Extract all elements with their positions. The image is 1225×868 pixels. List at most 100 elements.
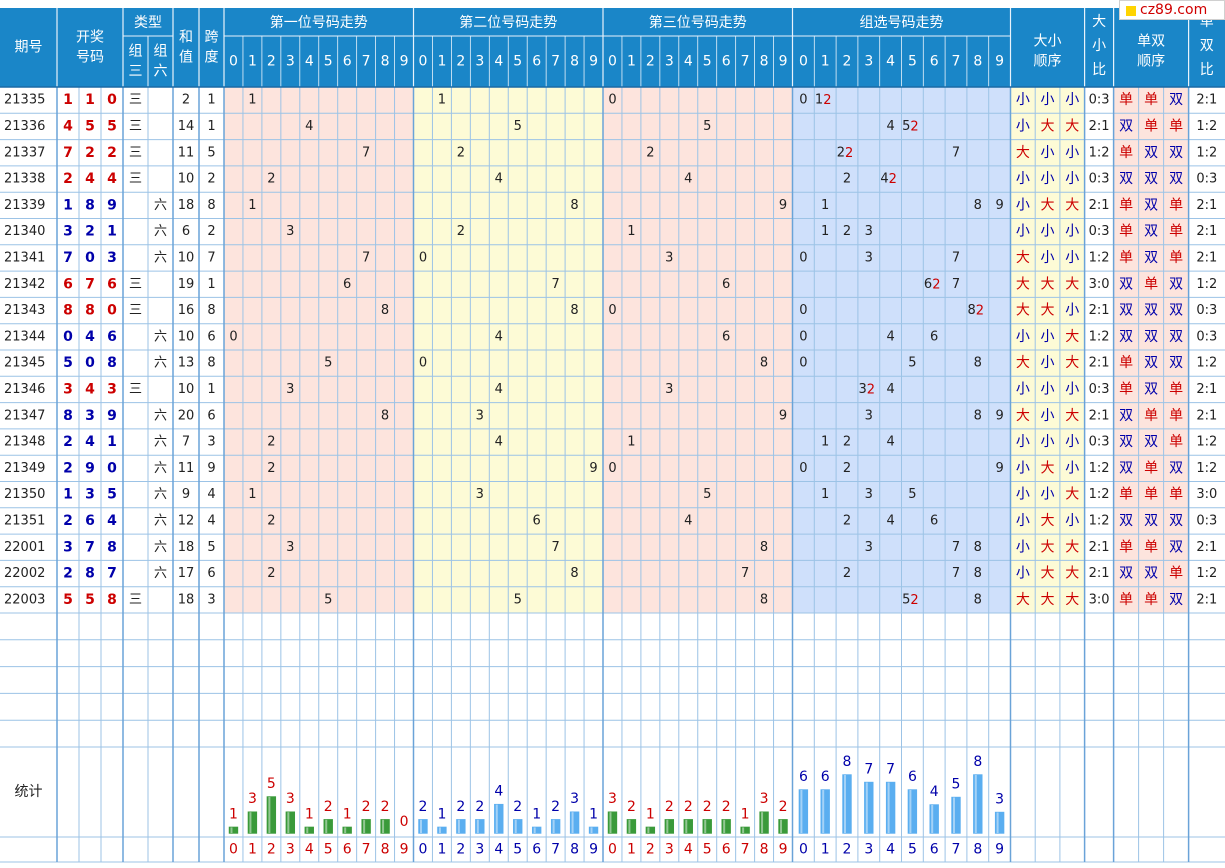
row-pos1-mark: 0: [229, 329, 237, 344]
row-size-ratio: 2:1: [1089, 408, 1110, 423]
header-period: 期号: [15, 40, 43, 56]
row-size: 小: [1065, 513, 1079, 529]
row-parity: 双: [1144, 513, 1158, 529]
site-logo[interactable]: cz89.com: [1119, 0, 1225, 20]
header-pos1-digit: 3: [286, 54, 295, 70]
stats-pos3-value: 3: [760, 791, 769, 807]
row-size: 小: [1065, 92, 1079, 108]
row-size: 小: [1065, 381, 1079, 397]
row-size: 大: [1016, 250, 1030, 266]
stats-pos3-bar-shine: [780, 819, 783, 833]
footer-digit: 4: [684, 842, 693, 858]
row-pos2-mark: 4: [495, 435, 503, 450]
row-group-mark: 22: [837, 145, 854, 160]
row-group-mark: 4: [886, 513, 894, 528]
row-group-mark: 9: [995, 198, 1003, 213]
row-parity-ratio: 2:1: [1196, 408, 1217, 423]
row-size: 小: [1016, 224, 1030, 240]
footer-digit: 1: [437, 842, 446, 858]
header-size-ratio-2: 小: [1092, 38, 1106, 54]
row-size: 大: [1041, 303, 1055, 319]
stats-group-bar-shine: [800, 790, 803, 833]
row-pos2-mark: 1: [438, 93, 446, 108]
row-parity-ratio: 2:1: [1196, 93, 1217, 108]
footer-digit: 0: [419, 842, 428, 858]
row-size: 小: [1016, 566, 1030, 582]
footer-digit: 3: [475, 842, 484, 858]
header-span-l2: 度: [205, 50, 219, 66]
stats-pos1-bar-shine: [363, 819, 366, 833]
header-pos1-digit: 5: [324, 54, 333, 70]
row-period: 21339: [4, 198, 45, 213]
stats-pos1-bar: [303, 826, 315, 835]
row-size-ratio: 1:2: [1089, 145, 1110, 160]
row-pos3-mark: 5: [703, 487, 711, 502]
row-type: 六: [154, 461, 167, 476]
stats-group-bar-shine: [822, 790, 825, 833]
footer-digit: 6: [722, 842, 731, 858]
header-group-digit: 3: [864, 54, 873, 70]
row-size: 小: [1065, 145, 1079, 161]
row-type: 六: [154, 540, 167, 555]
row-type: 六: [154, 513, 167, 528]
row-size-ratio: 2:1: [1089, 303, 1110, 318]
row-group-mark: 9: [995, 461, 1003, 476]
row-size-ratio: 0:3: [1089, 382, 1110, 397]
stats-group-bar-shine: [974, 775, 977, 833]
stats-pos3-bar-shine: [628, 819, 631, 833]
row-parity-ratio: 1:2: [1196, 566, 1217, 581]
row-period: 21343: [4, 303, 45, 318]
footer-digit: 3: [864, 842, 873, 858]
header-pos2-digit: 9: [589, 54, 598, 70]
row-group-repeat-count: 2: [845, 145, 853, 160]
row-parity: 双: [1144, 145, 1158, 161]
row-parity: 双: [1119, 434, 1133, 450]
row-draw-digit: 2: [63, 566, 73, 582]
row-parity: 单: [1119, 197, 1133, 213]
row-parity: 双: [1169, 171, 1183, 187]
row-span: 6: [207, 329, 215, 344]
stats-pos1-bar: [322, 818, 334, 835]
row-parity: 单: [1169, 250, 1183, 266]
stats-group-value: 8: [973, 754, 982, 770]
stats-pos1-value: 2: [324, 799, 333, 815]
footer-digit: 7: [952, 842, 961, 858]
footer-digit: 9: [400, 842, 409, 858]
header-pos2-digit: 6: [532, 54, 541, 70]
row-size: 大: [1065, 592, 1079, 608]
row-group-repeat-count: 2: [910, 119, 918, 134]
row-pos2-mark: 7: [551, 540, 559, 555]
stats-pos1-value: 1: [305, 806, 314, 822]
row-pos2-mark: 5: [514, 592, 522, 607]
row-period: 21351: [4, 513, 45, 528]
row-group-mark: 7: [952, 145, 960, 160]
row-period: 21350: [4, 487, 45, 502]
row-sum: 13: [178, 356, 195, 371]
row-type: 六: [154, 487, 167, 502]
stats-pos2-value: 1: [532, 806, 541, 822]
row-draw-digit: 7: [85, 539, 95, 555]
row-span: 8: [207, 198, 215, 213]
row-parity: 单: [1144, 92, 1158, 108]
row-draw-digit: 8: [85, 303, 95, 319]
row-group-mark: 82: [968, 303, 985, 318]
row-parity-ratio: 0:3: [1196, 329, 1217, 344]
row-span: 6: [207, 408, 215, 423]
row-parity: 单: [1119, 381, 1133, 397]
row-parity: 单: [1144, 539, 1158, 555]
row-group-mark: 1: [821, 487, 829, 502]
row-period: 22002: [4, 566, 45, 581]
row-pos1-mark: 5: [324, 592, 332, 607]
stats-pos2-value: 2: [419, 799, 428, 815]
row-sum: 18: [178, 592, 195, 607]
row-parity: 双: [1169, 592, 1183, 608]
stats-group-bar-shine: [953, 797, 955, 833]
row-group-mark: 0: [799, 461, 807, 476]
stats-pos1-value: 3: [248, 791, 257, 807]
row-type: 三: [129, 172, 142, 187]
stats-pos2-bar: [569, 810, 580, 835]
row-span: 2: [207, 172, 215, 187]
stats-group-bar-shine: [844, 775, 846, 833]
footer-digit: 9: [589, 842, 598, 858]
row-period: 21335: [4, 93, 45, 108]
